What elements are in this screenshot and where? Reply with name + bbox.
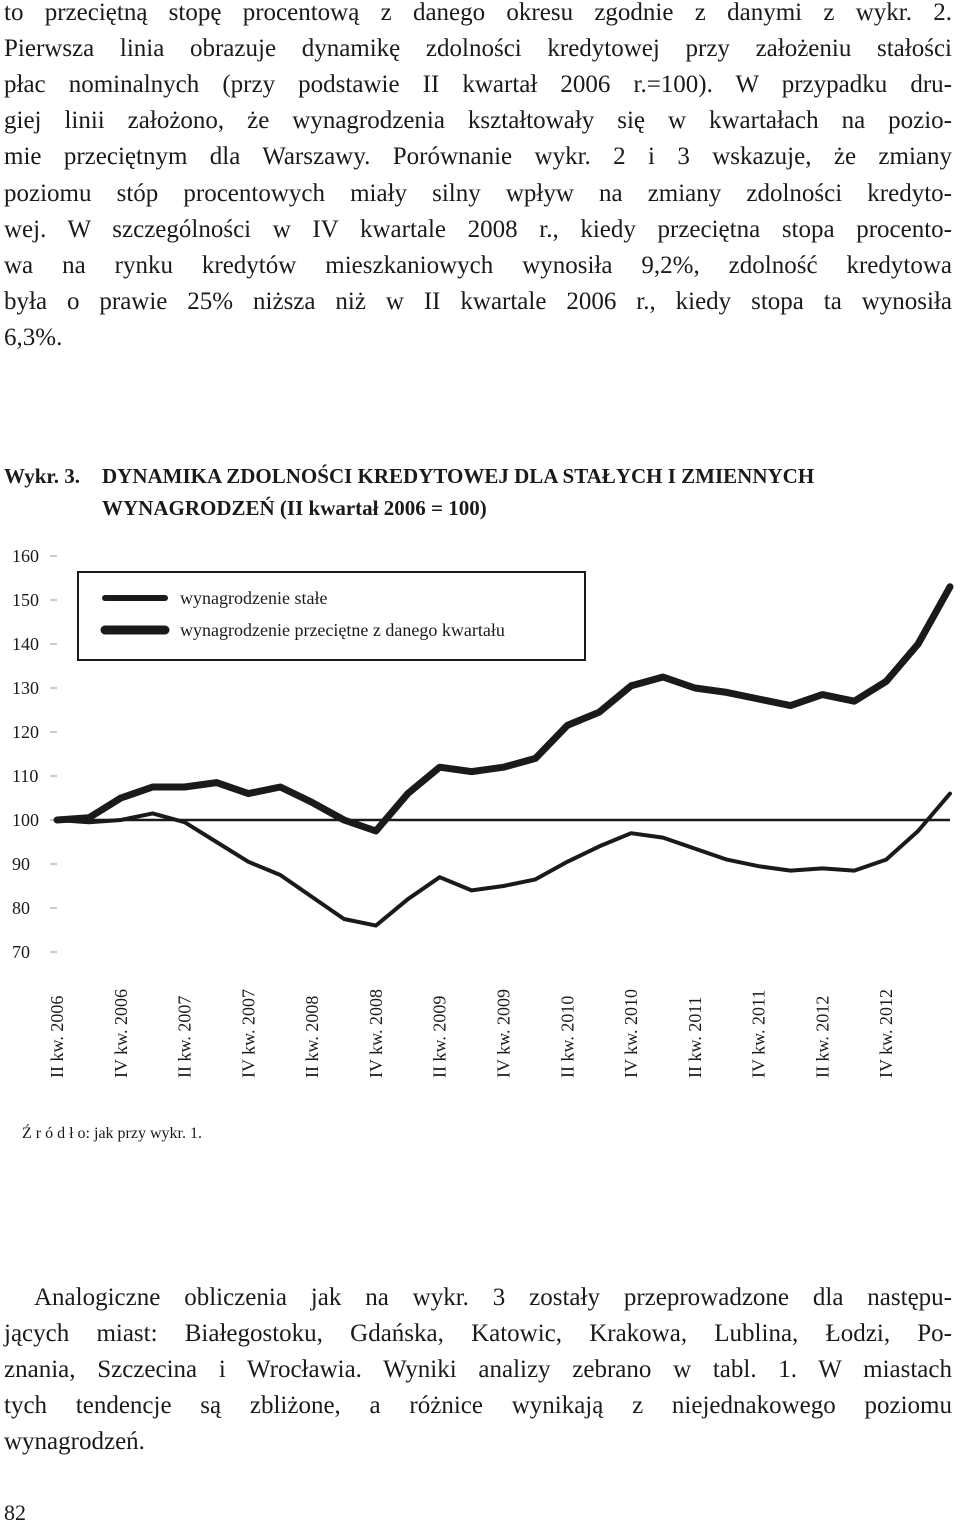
legend-label: wynagrodzenie przeciętne z danego kwarta…	[180, 620, 505, 640]
legend-label: wynagrodzenie stałe	[180, 588, 327, 608]
y-tick-label: 80	[12, 898, 30, 918]
text-line: znania, Szczecina i Wrocławia. Wyniki an…	[4, 1356, 952, 1384]
x-tick-label: II kw. 2006	[47, 996, 67, 1078]
x-tick-label: II kw. 2011	[685, 996, 705, 1078]
text-line: wa na rynku kredytów mieszkaniowych wyno…	[4, 251, 952, 279]
text-line: płac nominalnych (przy podstawie II kwar…	[4, 71, 952, 99]
data-line	[55, 791, 952, 928]
x-tick-label: II kw. 2007	[175, 996, 195, 1078]
text-line: wej. W szczególności w IV kwartale 2008 …	[4, 215, 952, 243]
text-line: wynagrodzeń.	[4, 1428, 145, 1456]
text-line: giej linii założono, że wynagrodzenia ks…	[4, 107, 952, 135]
y-tick-label: 140	[12, 634, 39, 654]
x-tick-label: IV kw. 2012	[876, 989, 896, 1078]
legend-box	[77, 571, 586, 661]
x-tick-label: IV kw. 2008	[366, 989, 386, 1078]
y-tick-label: 100	[12, 810, 39, 830]
text-line: tych tendencje są zbliżone, a różnice wy…	[4, 1392, 952, 1420]
text-line: mie przeciętnym dla Warszawy. Porównanie…	[4, 143, 952, 171]
page-number: 82	[4, 1500, 26, 1525]
x-tick-label: II kw. 2010	[557, 996, 577, 1078]
text-line: poziomu stóp procentowych miały silny wp…	[4, 179, 952, 207]
y-tick-label: 130	[12, 678, 39, 698]
text-line: Pierwsza linia obrazuje dynamikę zdolnoś…	[4, 35, 952, 63]
text-line: jących miast: Białegostoku, Gdańska, Kat…	[4, 1320, 952, 1348]
y-tick-label: 70	[12, 942, 30, 962]
x-tick-label: IV kw. 2009	[494, 989, 514, 1078]
text-line: to przeciętną stopę procentową z danego …	[4, 0, 952, 26]
chart-label: Wykr. 3.	[4, 464, 80, 488]
x-tick-label: IV kw. 2011	[749, 990, 769, 1078]
text-line: Analogiczne obliczenia jak na wykr. 3 zo…	[34, 1284, 952, 1311]
x-tick-label: II kw. 2008	[302, 996, 322, 1078]
text-line: była o prawie 25% niższa niż w II kwarta…	[4, 287, 952, 315]
source: Ź r ó d ł o: jak przy wykr. 1.	[22, 1123, 202, 1142]
x-tick-label: IV kw. 2010	[621, 989, 641, 1078]
y-tick-label: 90	[12, 854, 30, 874]
x-tick-label: IV kw. 2006	[111, 989, 131, 1078]
chart-title: WYNAGRODZEŃ (II kwartał 2006 = 100)	[102, 496, 487, 520]
text-line: 6,3%.	[4, 323, 63, 351]
x-tick-label: II kw. 2009	[430, 996, 450, 1078]
x-tick-label: IV kw. 2007	[238, 989, 258, 1078]
chart-title: DYNAMIKA ZDOLNOŚCI KREDYTOWEJ DLA STAŁYC…	[102, 464, 814, 488]
y-tick-label: 150	[12, 590, 39, 610]
y-tick-label: 110	[12, 766, 38, 786]
y-tick-label: 160	[12, 546, 39, 566]
data-line	[53, 583, 954, 835]
y-tick-label: 120	[12, 722, 39, 742]
x-tick-label: II kw. 2012	[812, 996, 832, 1078]
